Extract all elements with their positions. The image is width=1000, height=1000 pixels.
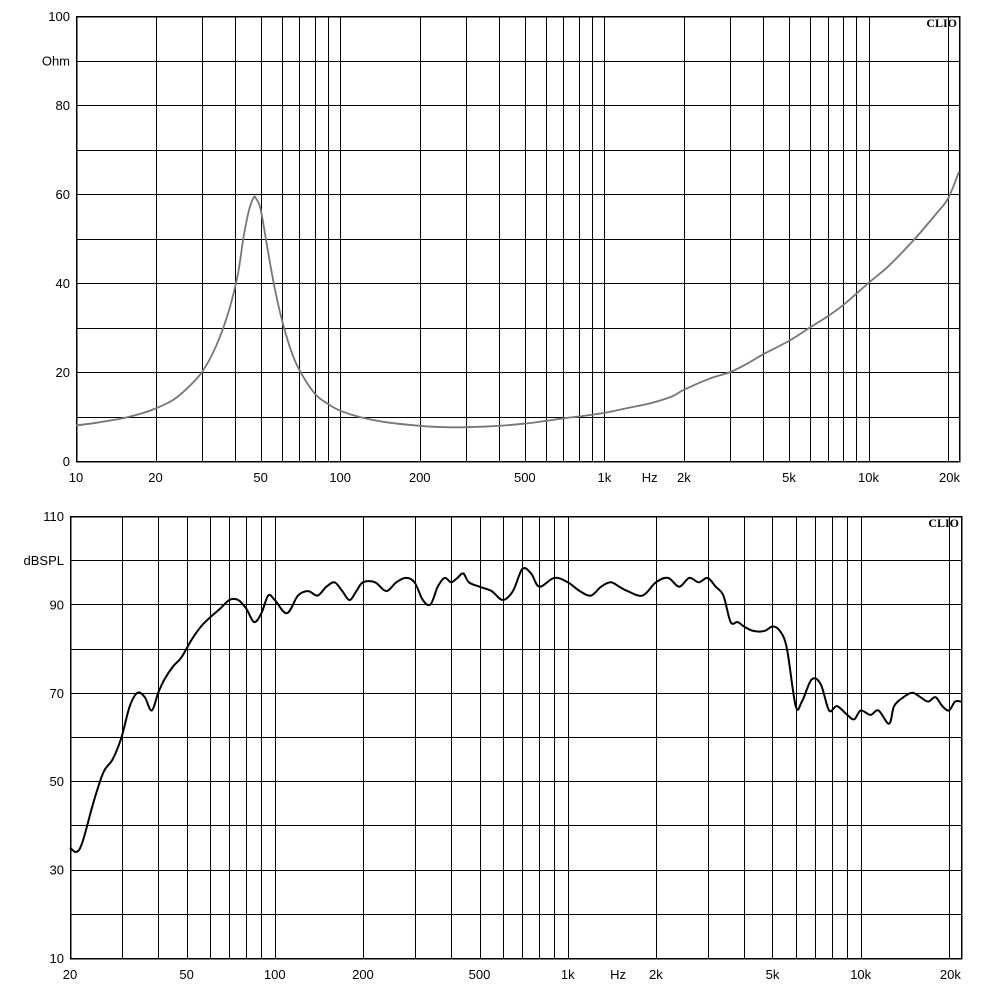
impedance-y-tick-label: 80	[56, 98, 70, 113]
spl-y-tick-label: 50	[50, 774, 64, 789]
impedance-y-tick-label: 40	[56, 276, 70, 291]
impedance-x-unit-label: Hz	[642, 470, 658, 485]
spl-x-tick-label: 20	[63, 967, 77, 982]
impedance-series-line	[75, 171, 960, 429]
spl-y-unit-label: dBSPL	[24, 553, 64, 568]
impedance-x-tick-label: 2k	[677, 470, 691, 485]
spl-y-tick-label: 90	[50, 597, 64, 612]
spl-x-tick-label: 2k	[649, 967, 663, 982]
spl-x-tick-label: 50	[179, 967, 193, 982]
impedance-y-unit-label: Ohm	[42, 54, 70, 69]
spl-x-tick-label: 20k	[940, 967, 961, 982]
spl-x-tick-label: 5k	[766, 967, 780, 982]
spl-x-unit-label: Hz	[610, 967, 626, 982]
spl-x-tick-label: 100	[264, 967, 286, 982]
spl-series-line	[69, 567, 962, 853]
spl-y-tick-label: 110	[43, 509, 64, 524]
impedance-plot-frame	[75, 15, 961, 463]
spl-x-tick-label: 500	[469, 967, 491, 982]
impedance-x-tick-label: 10	[69, 470, 83, 485]
impedance-y-tick-label: 60	[56, 187, 70, 202]
spl-chart: 10 30 50 70 90 110 dBSPL 20 50 100 200 500 1k 2k 5k 10k…	[24, 509, 963, 982]
impedance-x-tick-label: 20k	[939, 470, 960, 485]
impedance-x-tick-label: 20	[148, 470, 162, 485]
impedance-x-tick-label: 5k	[782, 470, 796, 485]
spl-brand-label: CLIO	[928, 516, 959, 530]
impedance-x-tick-label: 500	[514, 470, 536, 485]
spl-y-tick-label: 70	[50, 686, 64, 701]
impedance-x-tick-label: 50	[253, 470, 267, 485]
impedance-y-tick-label: 100	[48, 9, 70, 24]
spl-x-tick-label: 200	[352, 967, 374, 982]
spl-y-tick-label: 30	[50, 863, 64, 878]
spl-x-tick-label: 1k	[561, 967, 575, 982]
impedance-brand-label: CLIO	[926, 16, 957, 30]
impedance-chart: 0 20 40 60 80 100 Ohm 10 20 50 100 200 500 1k 2k 5k 10k 2…	[42, 9, 961, 485]
impedance-y-tick-label: 0	[63, 454, 70, 469]
impedance-y-tick-label: 20	[56, 365, 70, 380]
impedance-x-tick-label: 200	[409, 470, 431, 485]
impedance-x-tick-label: 1k	[597, 470, 611, 485]
impedance-x-tick-label: 100	[329, 470, 351, 485]
spl-x-tick-label: 10k	[850, 967, 871, 982]
impedance-x-tick-label: 10k	[858, 470, 879, 485]
spl-y-tick-label: 10	[50, 951, 64, 966]
spl-plot-frame	[69, 515, 963, 960]
